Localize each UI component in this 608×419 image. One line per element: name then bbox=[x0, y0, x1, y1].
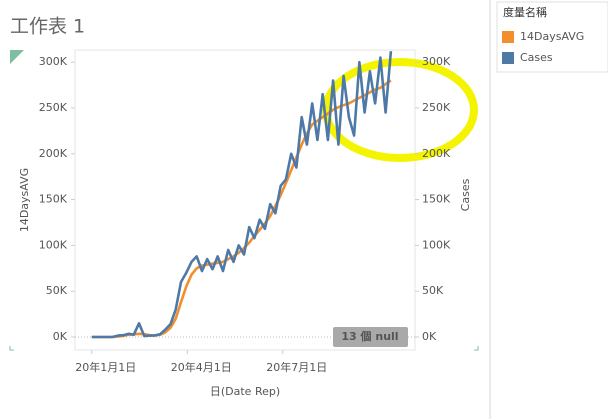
x-tick-label: 20年7月1日 bbox=[266, 360, 327, 374]
y2-tick-label: 0K bbox=[422, 330, 437, 343]
y-tick-label: 0K bbox=[53, 330, 68, 343]
series-line bbox=[91, 51, 393, 339]
null-badge bbox=[333, 327, 408, 347]
y2-tick-label: 100K bbox=[422, 238, 451, 251]
y-axis-title: 14DaysAVG bbox=[18, 168, 31, 232]
x-axis-title: 日(Date Rep) bbox=[210, 385, 280, 398]
legend-swatch bbox=[502, 31, 514, 43]
y2-axis-title: Cases bbox=[459, 178, 472, 211]
legend-label: 14DaysAVG bbox=[520, 30, 584, 43]
x-tick-label: 20年1月1日 bbox=[75, 360, 136, 374]
highlight-ellipse bbox=[322, 58, 478, 162]
y-tick-label: 300K bbox=[39, 55, 68, 68]
legend-swatch bbox=[502, 52, 514, 64]
y-tick-label: 200K bbox=[39, 147, 68, 160]
legend-title: 度量名稱 bbox=[503, 5, 547, 19]
corner-marker bbox=[9, 346, 479, 351]
x-tick-label: 20年4月1日 bbox=[171, 360, 232, 374]
y-tick-label: 150K bbox=[39, 193, 68, 206]
y2-tick-label: 150K bbox=[422, 193, 451, 206]
legend-label: Cases bbox=[520, 51, 553, 64]
chart-title: 工作表 1 bbox=[10, 16, 85, 38]
y-tick-label: 250K bbox=[39, 101, 68, 114]
legend-box bbox=[496, 1, 608, 73]
y2-tick-label: 250K bbox=[422, 101, 451, 114]
y-tick-label: 50K bbox=[46, 284, 68, 297]
series-line bbox=[91, 79, 392, 339]
y-tick-label: 100K bbox=[39, 238, 68, 251]
y2-tick-label: 300K bbox=[422, 55, 451, 68]
y2-tick-label: 200K bbox=[422, 147, 451, 160]
null-badge-label: 13 個 null bbox=[341, 329, 398, 343]
corner-marker bbox=[10, 50, 24, 64]
y2-tick-label: 50K bbox=[422, 284, 444, 297]
